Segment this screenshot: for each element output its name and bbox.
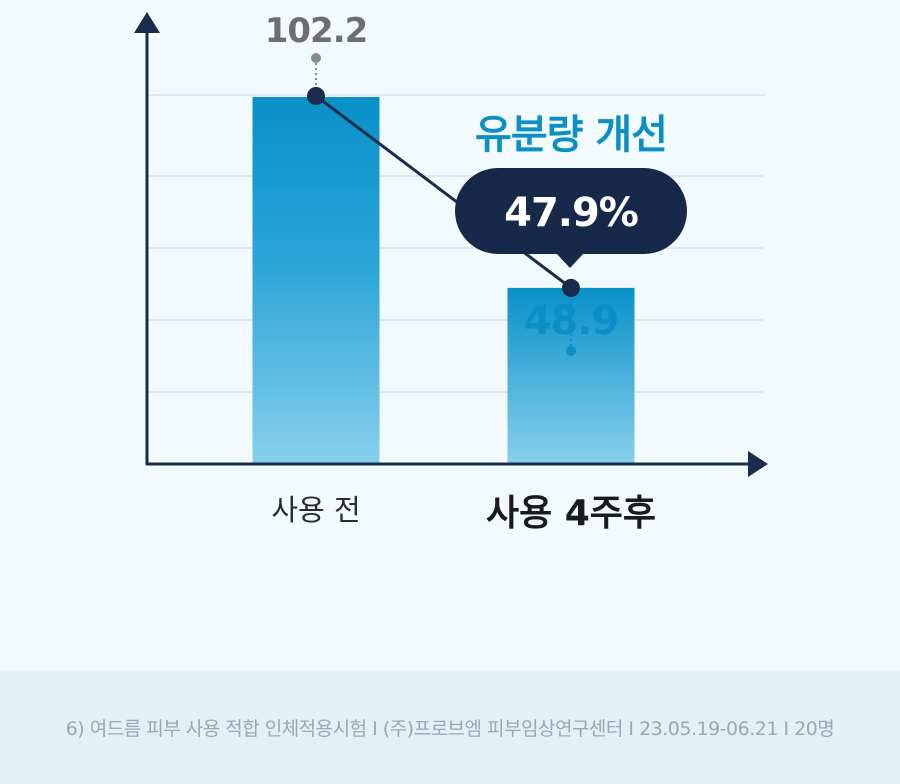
trend-line xyxy=(315,94,572,290)
y-axis-arrow-icon xyxy=(134,12,160,33)
callout-pointer-icon xyxy=(556,253,584,268)
value-leader-dot-after xyxy=(566,346,576,356)
study-footnote: 6) 여드름 피부 사용 적합 인체적용시험 I (주)프로브엠 피부임상연구센… xyxy=(65,718,835,740)
bar-before-use xyxy=(252,97,380,463)
footer: 6) 여드름 피부 사용 적합 인체적용시험 I (주)프로브엠 피부임상연구센… xyxy=(0,671,900,784)
data-point-after xyxy=(562,278,580,297)
gridlines xyxy=(148,94,765,393)
improvement-callout: 47.9% xyxy=(455,168,687,268)
callout-bubble xyxy=(455,168,687,254)
annotation-title: 유분량 개선 xyxy=(475,112,667,158)
data-point-before xyxy=(307,87,325,105)
oil-reduction-chart: 102.2 48.9 유분량 개선 47.9% 사용 전 사용 4주후 xyxy=(134,11,768,534)
bar-after-4-weeks xyxy=(507,287,635,463)
callout-value: 47.9% xyxy=(504,190,638,236)
x-axis-arrow-icon xyxy=(748,451,768,477)
category-label-after: 사용 4주후 xyxy=(486,493,656,534)
value-leader-dot-before xyxy=(311,53,321,63)
value-label-after: 48.9 xyxy=(524,298,619,344)
category-label-before: 사용 전 xyxy=(271,493,360,527)
value-label-before: 102.2 xyxy=(265,11,368,51)
